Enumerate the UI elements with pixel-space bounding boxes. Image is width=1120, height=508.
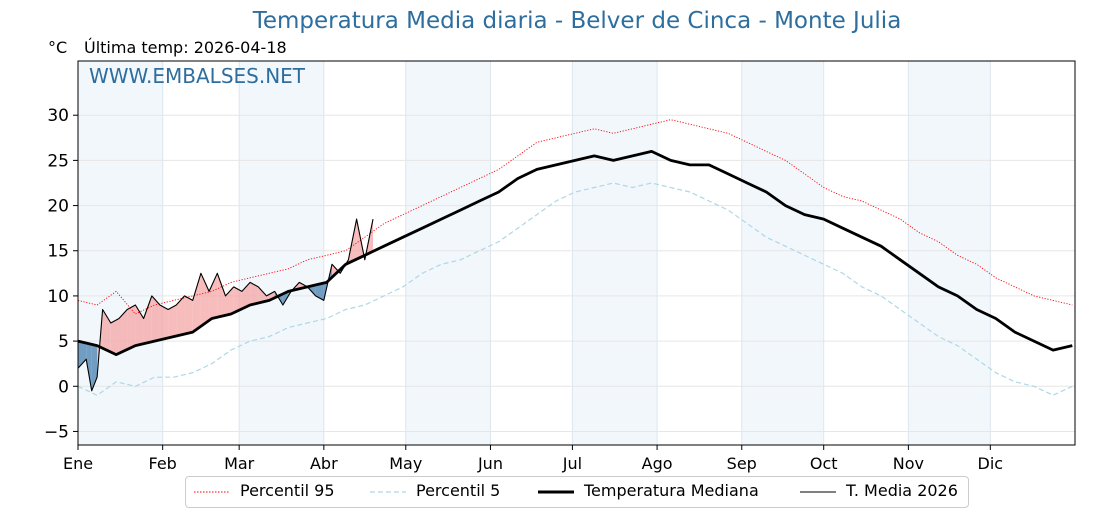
x-tick-label: Jun xyxy=(477,454,503,473)
month-band xyxy=(908,61,991,445)
y-axis-unit: °C xyxy=(48,38,68,57)
x-tick-label: Feb xyxy=(149,454,177,473)
legend-label: Percentil 5 xyxy=(416,481,501,500)
y-tick-label: −5 xyxy=(44,422,69,442)
x-tick-label: Dic xyxy=(978,454,1004,473)
y-tick-label: 0 xyxy=(58,377,69,397)
warm-anomaly-fill xyxy=(250,282,259,305)
plot-frame xyxy=(77,60,1076,446)
warm-anomaly-fill xyxy=(217,273,226,318)
warm-anomaly-fill xyxy=(110,318,119,354)
legend-swatch-p5 xyxy=(370,491,406,493)
y-tick-label: 25 xyxy=(47,151,69,171)
y-tick-label: 30 xyxy=(47,106,69,126)
x-tick-label: Sep xyxy=(727,454,757,473)
warm-anomaly-fill xyxy=(118,309,128,354)
warm-anomaly-fill xyxy=(209,273,218,321)
x-tick-label: Nov xyxy=(893,454,924,473)
legend-swatch-p95 xyxy=(194,491,230,493)
y-tick-label: 10 xyxy=(47,287,69,307)
x-tick-label: Oct xyxy=(810,454,838,473)
month-bands xyxy=(78,61,991,445)
warm-anomaly-fill xyxy=(143,295,152,344)
y-tick-label: 15 xyxy=(47,242,69,262)
legend-swatch-2026 xyxy=(800,491,836,493)
series-line-t-media-2026 xyxy=(77,218,374,392)
month-band xyxy=(405,61,491,445)
x-tick-label: Ene xyxy=(63,454,93,473)
y-axis-ticks: −5 0 5 10 15 20 25 30 xyxy=(44,106,78,442)
legend-label: T. Media 2026 xyxy=(846,481,958,500)
warm-anomaly-fill xyxy=(192,273,201,333)
warm-anomaly-fill xyxy=(135,304,144,346)
warm-anomaly-fill xyxy=(258,286,267,304)
warm-anomaly-fill xyxy=(159,304,169,340)
series-line-temperatura-mediana xyxy=(77,150,1073,356)
x-tick-label: May xyxy=(389,454,422,473)
legend: Percentil 95 Percentil 5 Temperatura Med… xyxy=(185,476,969,508)
warm-anomaly-fill xyxy=(151,295,160,342)
warm-anomaly-fill xyxy=(127,304,136,350)
legend-label: Percentil 95 xyxy=(240,481,335,500)
series-lines xyxy=(77,119,1073,396)
x-tick-label: Jul xyxy=(562,454,582,473)
warm-anomaly-fill xyxy=(200,273,210,327)
y-tick-label: 20 xyxy=(47,197,69,217)
x-tick-label: Abr xyxy=(310,454,338,473)
x-axis-ticks: Ene Feb Mar Abr May Jun Jul Ago Sep Oct Nov Dic xyxy=(63,445,1003,473)
warm-anomaly-fill xyxy=(176,295,185,336)
legend-swatch-median xyxy=(538,490,574,494)
watermark: WWW.EMBALSES.NET xyxy=(89,64,306,88)
x-tick-label: Ago xyxy=(642,454,673,473)
y-tick-label: 5 xyxy=(58,332,69,352)
cold-anomaly-fill xyxy=(315,283,324,301)
warm-anomaly-fill xyxy=(168,304,177,338)
month-band xyxy=(741,61,824,445)
month-band xyxy=(572,61,658,445)
month-band xyxy=(239,61,324,445)
last-temp-label: Última temp: 2026-04-18 xyxy=(84,38,287,57)
chart-title: Temperatura Media diaria - Belver de Cin… xyxy=(252,8,902,34)
x-tick-label: Mar xyxy=(224,454,255,473)
legend-label: Temperatura Mediana xyxy=(584,481,759,500)
warm-anomaly-fill xyxy=(233,286,242,313)
cold-anomaly-fill xyxy=(86,343,92,391)
warm-anomaly-fill xyxy=(184,295,193,334)
warm-anomaly-fill xyxy=(241,282,251,309)
